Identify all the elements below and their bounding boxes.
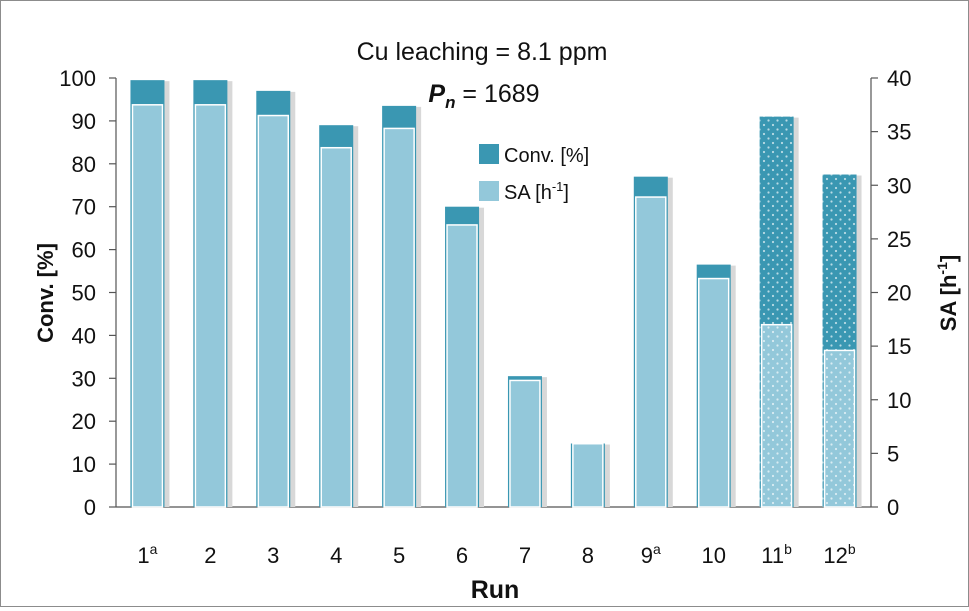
left-tick-label: 100 — [59, 66, 96, 91]
sa-bar-hatch — [824, 350, 855, 507]
legend: Conv. [%] SA [h-1] — [479, 144, 589, 204]
right-y-ticks: 0 5 10 15 20 25 30 35 40 — [871, 66, 911, 520]
pn-symbol: P — [428, 80, 445, 108]
x-tick-label: 5 — [393, 543, 405, 568]
x-tick-main: 1 — [137, 543, 149, 568]
left-tick-label: 10 — [72, 452, 96, 477]
right-tick-label: 10 — [887, 388, 911, 413]
sa-bar — [320, 146, 352, 508]
legend-label-sa-text: SA [h — [504, 182, 552, 204]
sa-bar — [635, 196, 667, 508]
sa-bar-hatch — [761, 324, 792, 507]
x-tick-main: 10 — [701, 543, 725, 568]
legend-swatch-conv — [479, 144, 499, 164]
sa-bar — [509, 379, 541, 508]
sa-bar — [572, 442, 604, 508]
left-tick-label: 50 — [72, 281, 96, 306]
left-axis-title: Conv. [%] — [33, 243, 58, 343]
sa-bar — [131, 104, 164, 508]
x-tick-main: 8 — [582, 543, 594, 568]
x-tick-main: 11 — [761, 543, 784, 568]
sa-bar — [194, 104, 227, 508]
right-tick-label: 25 — [887, 227, 911, 252]
x-tick-label: 6 — [456, 543, 468, 568]
x-tick-main: 5 — [393, 543, 405, 568]
x-tick-main: 9 — [641, 543, 653, 568]
x-tick-main: 12 — [823, 543, 847, 568]
right-tick-label: 20 — [887, 281, 911, 306]
left-tick-label: 0 — [84, 495, 96, 520]
x-tick-main: 2 — [204, 543, 216, 568]
x-tick-sup: a — [653, 541, 661, 557]
legend-label-sa: SA [h-1] — [504, 179, 569, 204]
x-tick-label: 10 — [701, 543, 725, 568]
x-tick-sup: a — [150, 541, 158, 557]
left-tick-label: 20 — [72, 409, 96, 434]
left-tick-label: 60 — [72, 238, 96, 263]
x-tick-label: 12b — [823, 541, 855, 568]
pn-value: = 1689 — [455, 80, 539, 108]
x-tick-main: 3 — [267, 543, 279, 568]
left-y-ticks: 0 10 20 30 40 50 60 70 80 90 100 — [59, 66, 116, 520]
x-tick-main: 6 — [456, 543, 468, 568]
right-tick-label: 30 — [887, 173, 911, 198]
x-ticks: 1a 2 3 4 5 6 7 8 9a 10 11b 12b — [137, 541, 855, 568]
right-axis-title-close: ] — [936, 255, 961, 262]
right-axis-title: SA [h-1] — [934, 255, 961, 331]
x-tick-label: 1a — [137, 541, 157, 568]
left-tick-label: 30 — [72, 366, 96, 391]
x-axis-title: Run — [471, 576, 520, 604]
left-tick-label: 70 — [72, 195, 96, 220]
x-tick-sup: b — [784, 541, 792, 557]
sa-bar — [446, 224, 478, 508]
right-axis-title-sup: -1 — [934, 262, 950, 275]
right-axis-title-text: SA [h — [936, 275, 961, 332]
x-tick-label: 4 — [330, 543, 342, 568]
x-tick-label: 8 — [582, 543, 594, 568]
right-tick-label: 40 — [887, 66, 911, 91]
right-tick-label: 15 — [887, 334, 911, 359]
cu-leaching-annotation: Cu leaching = 8.1 ppm — [357, 38, 608, 66]
left-tick-label: 40 — [72, 323, 96, 348]
left-tick-label: 80 — [72, 152, 96, 177]
left-tick-label: 90 — [72, 109, 96, 134]
bars-group — [130, 80, 862, 508]
legend-swatch-sa — [479, 181, 499, 201]
legend-label-sa-sup: -1 — [552, 179, 564, 194]
x-tick-main: 4 — [330, 543, 342, 568]
right-tick-label: 5 — [887, 441, 899, 466]
x-tick-main: 7 — [519, 543, 531, 568]
legend-label-conv: Conv. [%] — [504, 145, 589, 167]
pn-subscript: n — [445, 93, 455, 112]
pn-annotation: Pn = 1689 — [428, 80, 539, 112]
x-tick-label: 3 — [267, 543, 279, 568]
sa-bar — [257, 114, 290, 508]
x-tick-sup: b — [848, 541, 856, 557]
sa-bar — [697, 277, 730, 508]
sa-bar — [383, 127, 415, 508]
right-tick-label: 0 — [887, 495, 899, 520]
x-tick-label: 2 — [204, 543, 216, 568]
x-tick-label: 9a — [641, 541, 661, 568]
x-tick-label: 7 — [519, 543, 531, 568]
legend-label-sa-close: ] — [563, 182, 569, 204]
right-tick-label: 35 — [887, 120, 911, 145]
x-tick-label: 11b — [761, 541, 792, 568]
